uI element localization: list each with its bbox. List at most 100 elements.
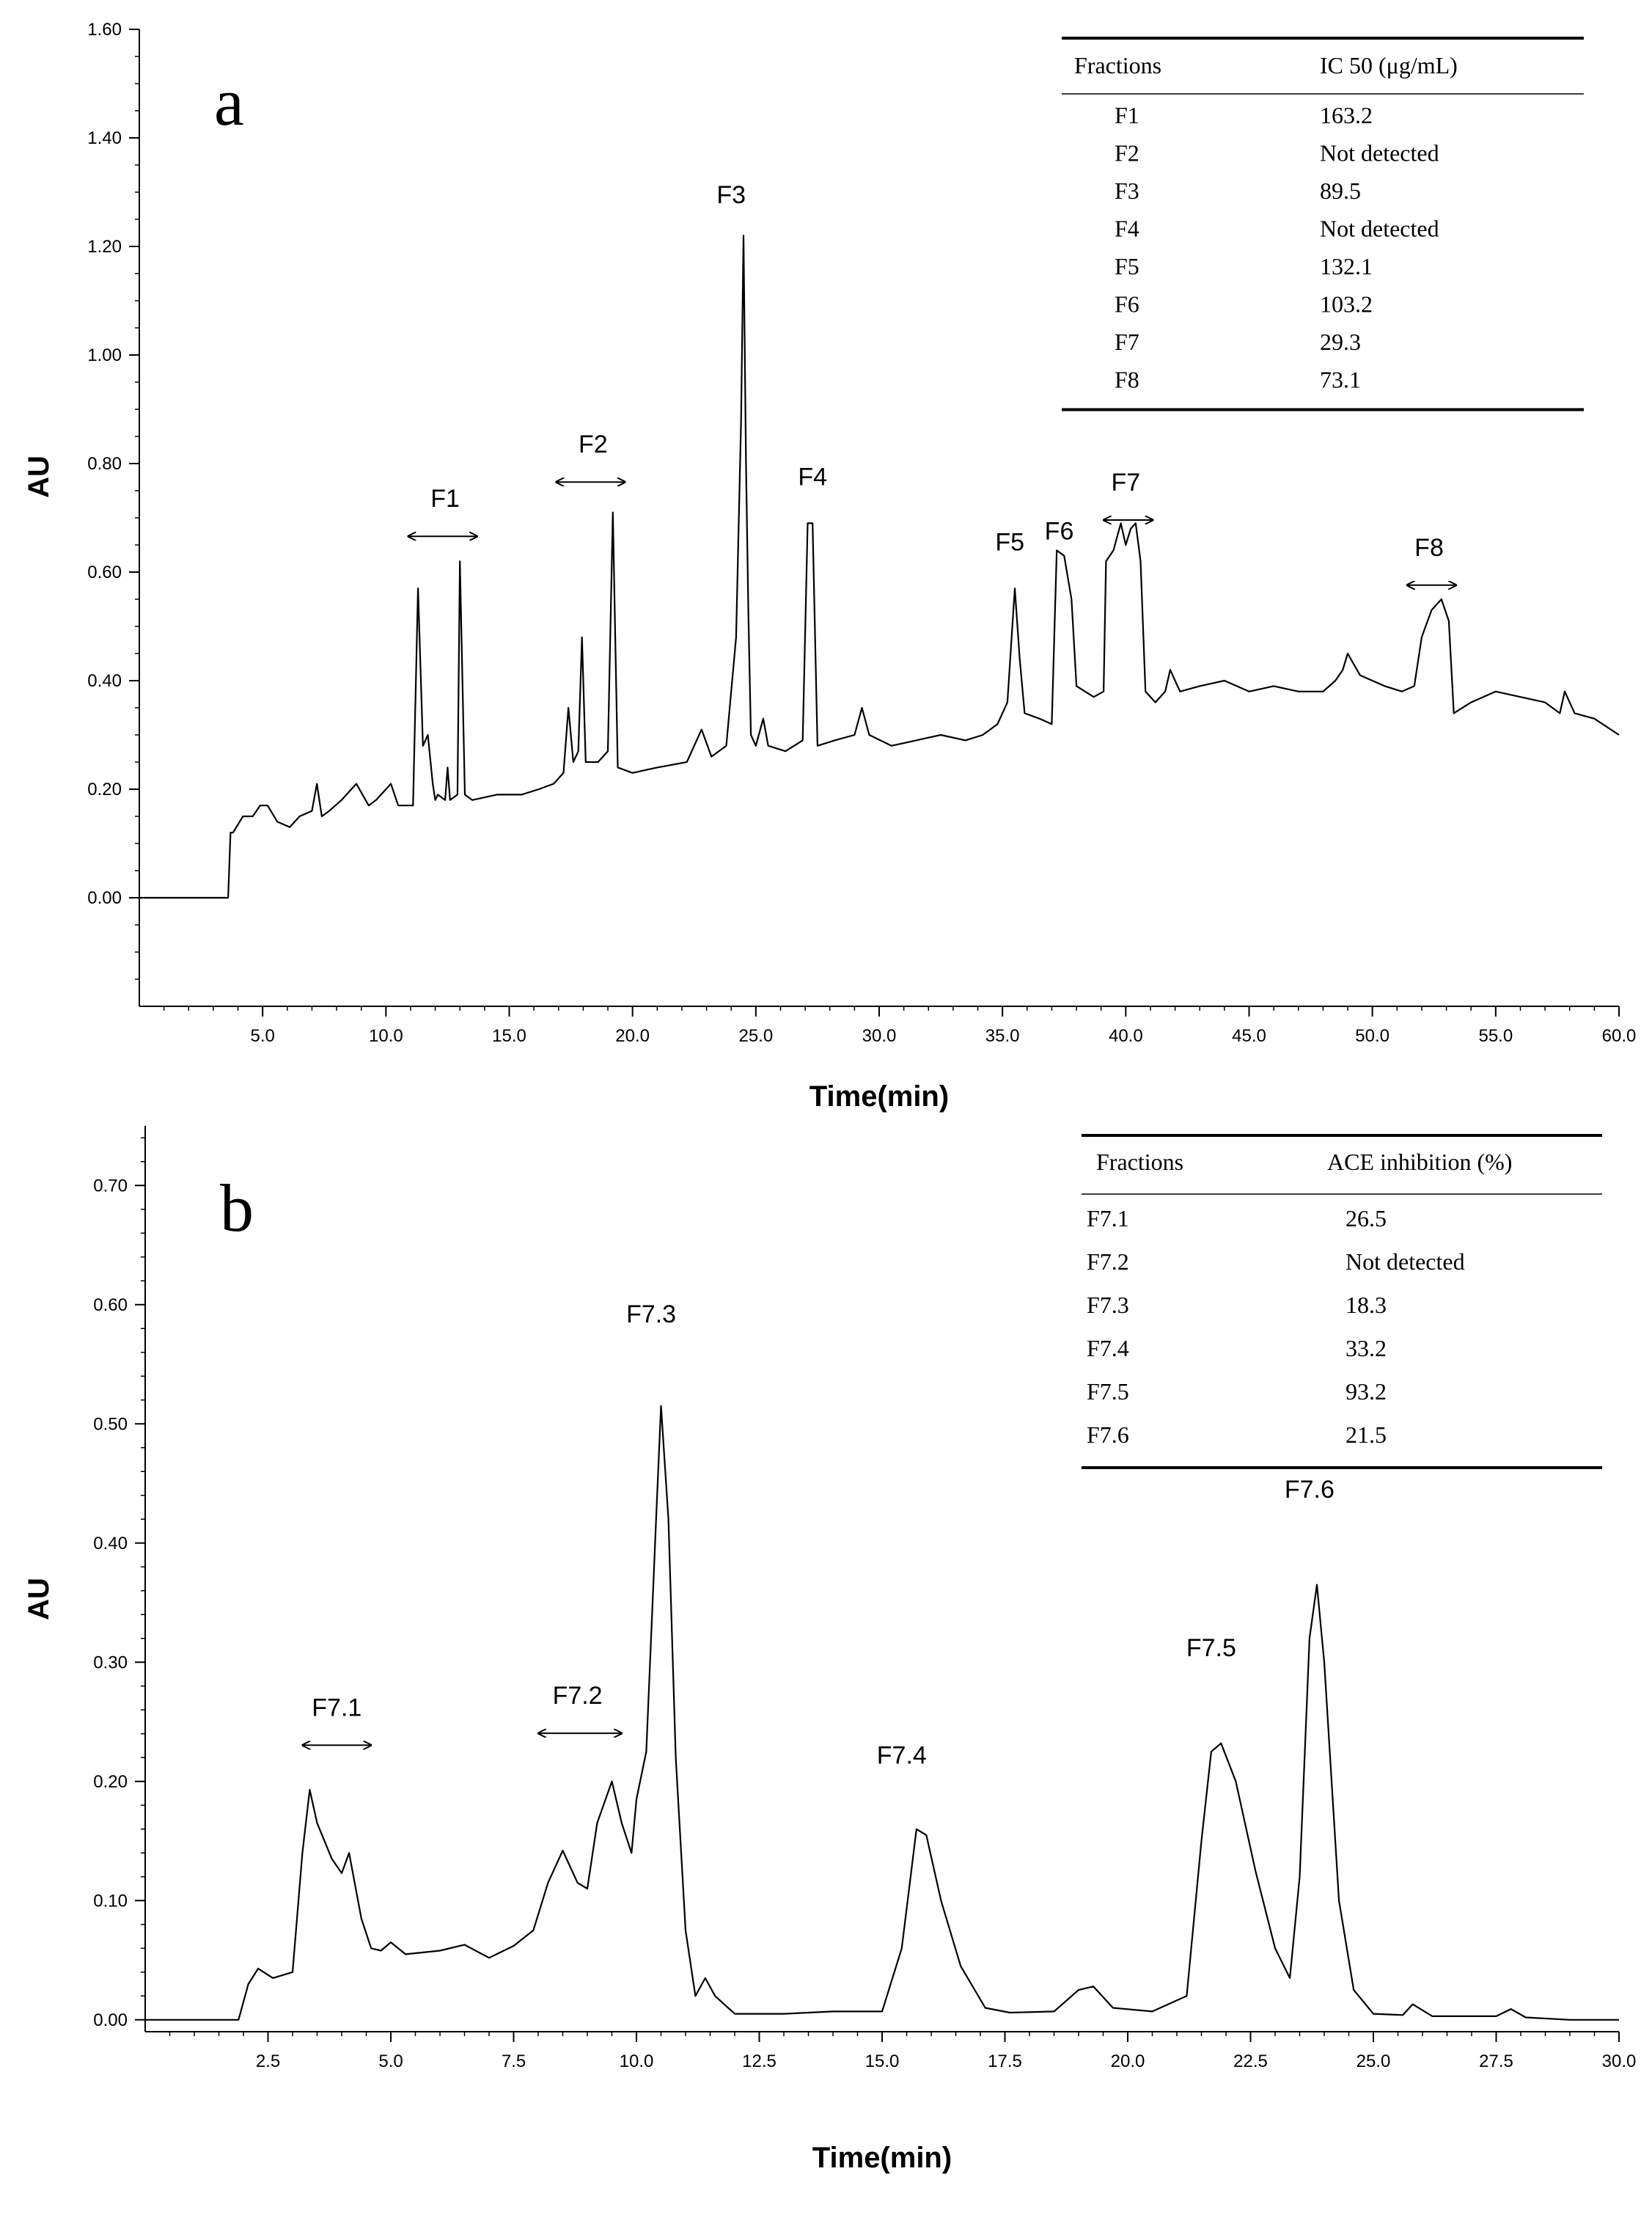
- chromatogram-panel-b: 2.5 5.0 7.5 10.0 12.5 15.0 17.5 20.0 22.5 25.0 27.…: [23, 1126, 1636, 2174]
- table-fraction-cell: F6: [1115, 291, 1139, 318]
- peak-label: F3: [716, 181, 746, 209]
- y-axis-title: AU: [23, 1578, 55, 1620]
- y-tick-label: 0.70: [93, 1176, 128, 1196]
- x-tick-label: 25.0: [1357, 2052, 1391, 2071]
- chromatogram-panel-a: 5.0 10.0 15.0 20.0 25.0 30.0 35.0 40.0 45.0 50.0 5…: [23, 20, 1636, 1113]
- x-ticks: 5.0 10.0 15.0 20.0 25.0 30.0 35.0 40.0 45.0 50.0 5…: [163, 1006, 1637, 1046]
- x-axis-title: Time(min): [810, 1080, 949, 1113]
- table-fraction-cell: F7.4: [1087, 1335, 1129, 1361]
- table-header-cell: ACE inhibition (%): [1327, 1149, 1512, 1175]
- y-tick-label: 0.80: [87, 454, 122, 474]
- panel-letter: b: [220, 1171, 254, 1245]
- table-value-cell: 33.2: [1346, 1335, 1387, 1361]
- x-tick-label: 40.0: [1109, 1026, 1143, 1046]
- x-tick-label: 10.0: [369, 1026, 403, 1046]
- y-tick-label: 0.60: [87, 563, 122, 582]
- peak-label: F7.5: [1186, 1634, 1236, 1662]
- y-ticks: 0.00 0.10 0.20 0.30 0.40 0.50 0.60 0.70: [93, 1137, 145, 2030]
- peak-label: F7.2: [553, 1682, 603, 1710]
- peak-label: F7: [1111, 469, 1140, 497]
- table-fraction-cell: F5: [1115, 253, 1139, 279]
- y-tick-label: 1.00: [87, 345, 122, 365]
- table-fraction-cell: F2: [1115, 140, 1139, 166]
- table-value-cell: Not detected: [1320, 216, 1439, 242]
- x-tick-label: 30.0: [862, 1026, 897, 1046]
- x-tick-label: 60.0: [1602, 1026, 1637, 1046]
- peak-label: F7.4: [877, 1741, 927, 1769]
- x-tick-label: 10.0: [620, 2052, 654, 2071]
- x-axis-title: Time(min): [812, 2142, 952, 2174]
- y-tick-label: 0.00: [87, 888, 122, 908]
- ic50-table: Fractions IC 50 (μg/mL) F1 163.2 F2 Not detec…: [1062, 37, 1584, 411]
- table-value-cell: 163.2: [1320, 102, 1373, 128]
- peak-label: F6: [1045, 518, 1074, 546]
- y-tick-label: 0.40: [93, 1534, 128, 1553]
- table-value-cell: 26.5: [1346, 1205, 1387, 1231]
- x-tick-label: 27.5: [1479, 2052, 1513, 2071]
- y-tick-label: 0.30: [93, 1652, 128, 1672]
- y-tick-label: 0.20: [87, 780, 122, 799]
- table-header-cell: IC 50 (μg/mL): [1320, 52, 1458, 78]
- y-tick-label: 0.20: [93, 1772, 128, 1792]
- y-tick-label: 0.40: [87, 671, 122, 691]
- x-tick-label: 25.0: [738, 1026, 773, 1046]
- peak-label: F4: [798, 464, 827, 491]
- y-tick-label: 1.20: [87, 237, 122, 257]
- y-axis-title: AU: [23, 455, 55, 498]
- y-tick-label: 0.50: [93, 1414, 128, 1434]
- x-tick-label: 17.5: [988, 2052, 1022, 2071]
- y-tick-label: 1.40: [87, 128, 122, 148]
- peak-labels: F7.1 F7.2 F7.3 F7.4 F7.5 F7.6: [302, 1300, 1335, 1769]
- x-tick-label: 20.0: [1111, 2052, 1145, 2071]
- table-value-cell: 103.2: [1320, 291, 1373, 318]
- ace-inhibition-table: Fractions ACE inhibition (%) F7.1 26.5 F7.2 N…: [1082, 1134, 1602, 1469]
- x-tick-label: 5.0: [250, 1026, 274, 1046]
- x-tick-label: 35.0: [985, 1026, 1020, 1046]
- chromatogram-trace: [139, 235, 1620, 899]
- x-tick-label: 5.0: [378, 2052, 403, 2071]
- x-tick-label: 20.0: [615, 1026, 650, 1046]
- x-tick-label: 45.0: [1232, 1026, 1266, 1046]
- peak-label: F7.3: [626, 1300, 676, 1328]
- table-value-cell: 93.2: [1346, 1378, 1387, 1405]
- x-tick-label: 7.5: [502, 2052, 526, 2071]
- table-value-cell: 132.1: [1320, 253, 1373, 279]
- table-value-cell: Not detected: [1346, 1248, 1465, 1275]
- x-tick-label: 12.5: [742, 2052, 777, 2071]
- table-fraction-cell: F7.6: [1087, 1421, 1129, 1448]
- table-fraction-cell: F7.3: [1087, 1292, 1129, 1318]
- x-tick-label: 2.5: [256, 2052, 280, 2071]
- chromatogram-trace: [145, 1405, 1619, 2021]
- table-value-cell: 89.5: [1320, 177, 1361, 204]
- x-ticks: 2.5 5.0 7.5 10.0 12.5 15.0 17.5 20.0 22.5 25.0 27.…: [169, 2032, 1637, 2071]
- y-tick-label: 1.60: [87, 20, 122, 40]
- table-value-cell: 73.1: [1320, 367, 1361, 393]
- x-tick-label: 30.0: [1602, 2052, 1637, 2071]
- x-tick-label: 15.0: [492, 1026, 526, 1046]
- table-value-cell: Not detected: [1320, 140, 1439, 166]
- y-tick-label: 0.10: [93, 1891, 128, 1911]
- y-tick-label: 0.60: [93, 1295, 128, 1315]
- table-header-cell: Fractions: [1074, 52, 1161, 78]
- peak-label: F7.6: [1285, 1476, 1335, 1504]
- table-fraction-cell: F7.1: [1087, 1205, 1129, 1231]
- table-value-cell: 21.5: [1346, 1421, 1387, 1448]
- table-fraction-cell: F4: [1115, 216, 1139, 242]
- table-fraction-cell: F7.2: [1087, 1248, 1129, 1275]
- table-fraction-cell: F8: [1115, 367, 1139, 393]
- peak-label: F8: [1414, 534, 1444, 562]
- x-tick-label: 15.0: [865, 2052, 900, 2071]
- table-fraction-cell: F1: [1115, 102, 1139, 128]
- panel-letter: a: [214, 65, 244, 139]
- table-fraction-cell: F7.5: [1087, 1378, 1129, 1405]
- y-tick-label: 0.00: [93, 2010, 128, 2030]
- x-tick-label: 22.5: [1233, 2052, 1268, 2071]
- peak-label: F7.1: [312, 1694, 361, 1721]
- peak-label: F2: [579, 431, 608, 458]
- table-value-cell: 18.3: [1346, 1292, 1387, 1318]
- table-fraction-cell: F3: [1115, 177, 1139, 204]
- y-ticks: 0.00 0.20 0.40 0.60 0.80 1.00 1.20 1.40 1.60: [87, 20, 139, 980]
- x-tick-label: 55.0: [1478, 1026, 1513, 1046]
- peak-label: F5: [995, 528, 1024, 556]
- table-header-cell: Fractions: [1096, 1149, 1183, 1175]
